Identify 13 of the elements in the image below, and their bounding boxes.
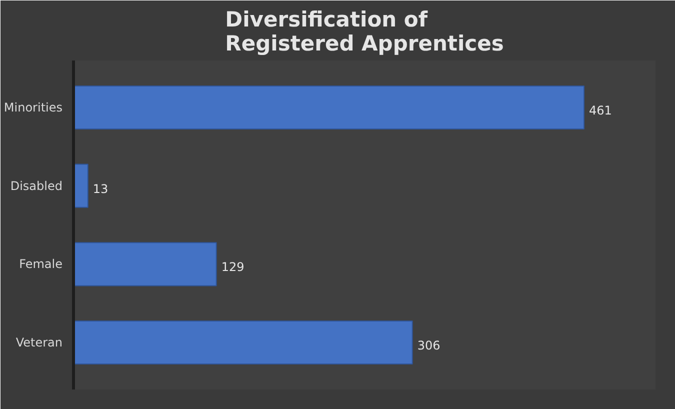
y-tick-label: Disabled [10,178,63,193]
data-label: 306 [417,338,440,352]
bar [74,320,413,365]
y-tick-label: Female [19,257,62,272]
y-tick-label: Minorities [4,100,62,114]
data-label: 461 [589,104,612,118]
bar [74,164,88,208]
data-label: 13 [92,182,108,196]
data-label: 129 [221,260,244,274]
chart-title: Diversification of Registered Apprentices [225,8,504,56]
bar [74,242,217,286]
bar [74,85,585,130]
y-tick-label: Veteran [16,336,62,350]
